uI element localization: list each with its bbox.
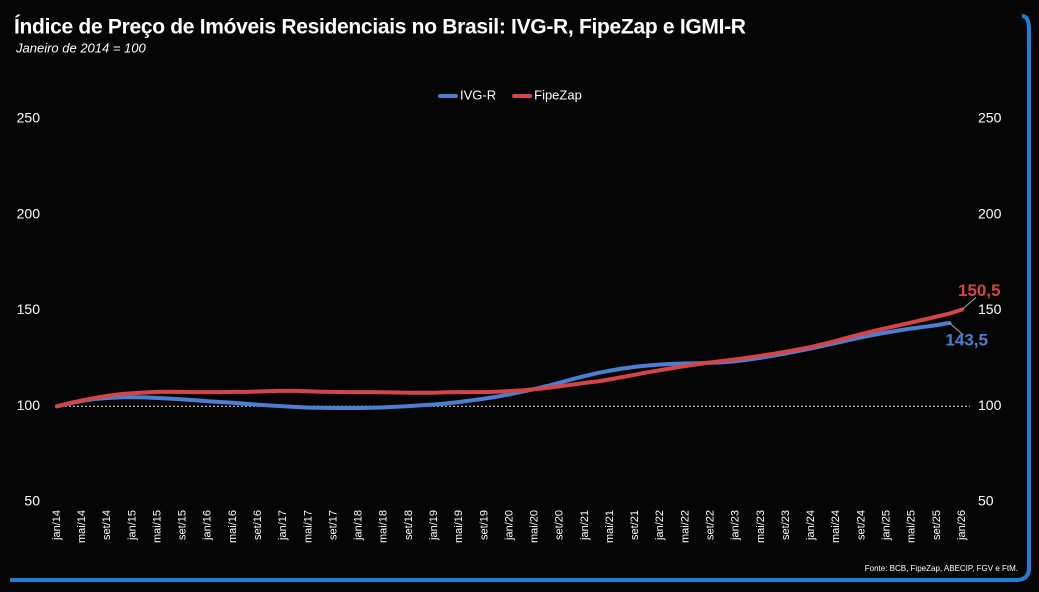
y-tick-label: 250 bbox=[17, 110, 41, 126]
chart-subtitle: Janeiro de 2014 = 100 bbox=[15, 40, 147, 55]
x-tick-label: mai/24 bbox=[830, 510, 842, 543]
x-tick-label: mai/16 bbox=[227, 510, 239, 543]
y-tick-label: 100 bbox=[17, 397, 41, 413]
y-tick-label: 50 bbox=[24, 493, 40, 509]
x-tick-label: jan/20 bbox=[503, 510, 515, 541]
legend-label: FipeZap bbox=[534, 87, 582, 102]
y2-tick-label: 50 bbox=[978, 493, 994, 509]
x-tick-label: jan/19 bbox=[428, 510, 440, 541]
x-tick-label: set/24 bbox=[855, 510, 867, 540]
x-tick-label: set/17 bbox=[327, 510, 339, 540]
source-note: Fonte: BCB, FipeZap, ABECIP, FGV e FtM. bbox=[865, 564, 1018, 573]
y2-tick-label: 150 bbox=[978, 301, 1002, 317]
x-tick-label: set/22 bbox=[705, 510, 717, 540]
x-tick-label: jan/14 bbox=[51, 510, 63, 541]
x-tick-label: mai/21 bbox=[604, 510, 616, 543]
x-tick-label: set/23 bbox=[780, 510, 792, 540]
x-tick-label: mai/19 bbox=[453, 510, 465, 543]
x-tick-label: set/15 bbox=[177, 510, 189, 540]
x-tick-label: mai/25 bbox=[906, 510, 918, 543]
x-tick-label: set/25 bbox=[931, 510, 943, 540]
x-tick-label: jan/23 bbox=[730, 510, 742, 541]
label-leader bbox=[949, 322, 964, 336]
x-tick-label: jan/18 bbox=[353, 510, 365, 541]
chart-title: Índice de Preço de Imóveis Residenciais … bbox=[14, 16, 746, 39]
x-tick-label: jan/17 bbox=[277, 510, 289, 541]
series-line bbox=[55, 307, 964, 409]
x-tick-label: set/21 bbox=[629, 510, 641, 540]
x-tick-label: jan/24 bbox=[805, 510, 817, 541]
x-tick-label: mai/20 bbox=[529, 510, 541, 543]
x-tick-label: set/14 bbox=[101, 510, 113, 540]
x-tick-label: jan/25 bbox=[880, 510, 892, 541]
x-tick-label: set/16 bbox=[252, 510, 264, 540]
data-label: 150,5 bbox=[958, 281, 1001, 300]
x-tick-label: mai/18 bbox=[378, 510, 390, 543]
x-tick-label: mai/15 bbox=[151, 510, 163, 543]
x-tick-label: mai/17 bbox=[302, 510, 314, 543]
x-tick-label: set/18 bbox=[403, 510, 415, 540]
label-leader bbox=[961, 297, 977, 310]
x-tick-label: jan/26 bbox=[956, 510, 968, 541]
x-tick-label: set/20 bbox=[554, 510, 566, 540]
frame-border bbox=[10, 14, 1031, 582]
x-tick-label: mai/23 bbox=[755, 510, 767, 543]
x-tick-label: mai/14 bbox=[76, 510, 88, 543]
legend-label: IVG-R bbox=[460, 87, 496, 102]
y2-tick-label: 200 bbox=[978, 205, 1002, 221]
data-label: 143,5 bbox=[945, 330, 988, 349]
x-tick-label: set/19 bbox=[478, 510, 490, 540]
y-tick-label: 150 bbox=[17, 301, 41, 317]
x-tick-label: mai/22 bbox=[679, 510, 691, 543]
x-tick-label: jan/15 bbox=[126, 510, 138, 541]
y-tick-label: 200 bbox=[17, 205, 41, 221]
y2-tick-label: 100 bbox=[978, 397, 1002, 413]
x-tick-label: jan/22 bbox=[654, 510, 666, 541]
x-tick-label: jan/21 bbox=[579, 510, 591, 541]
x-tick-label: jan/16 bbox=[202, 510, 214, 541]
y2-tick-label: 250 bbox=[978, 110, 1002, 126]
